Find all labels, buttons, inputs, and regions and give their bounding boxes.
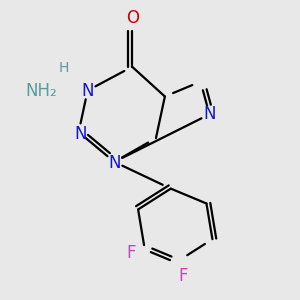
Text: N: N [203, 105, 216, 123]
Text: N: N [74, 125, 86, 143]
Text: H: H [58, 61, 69, 75]
Text: N: N [108, 154, 121, 172]
Text: F: F [126, 244, 135, 262]
Text: NH₂: NH₂ [26, 82, 57, 100]
Text: O: O [126, 9, 139, 27]
Text: F: F [178, 267, 188, 285]
Text: N: N [81, 82, 94, 100]
